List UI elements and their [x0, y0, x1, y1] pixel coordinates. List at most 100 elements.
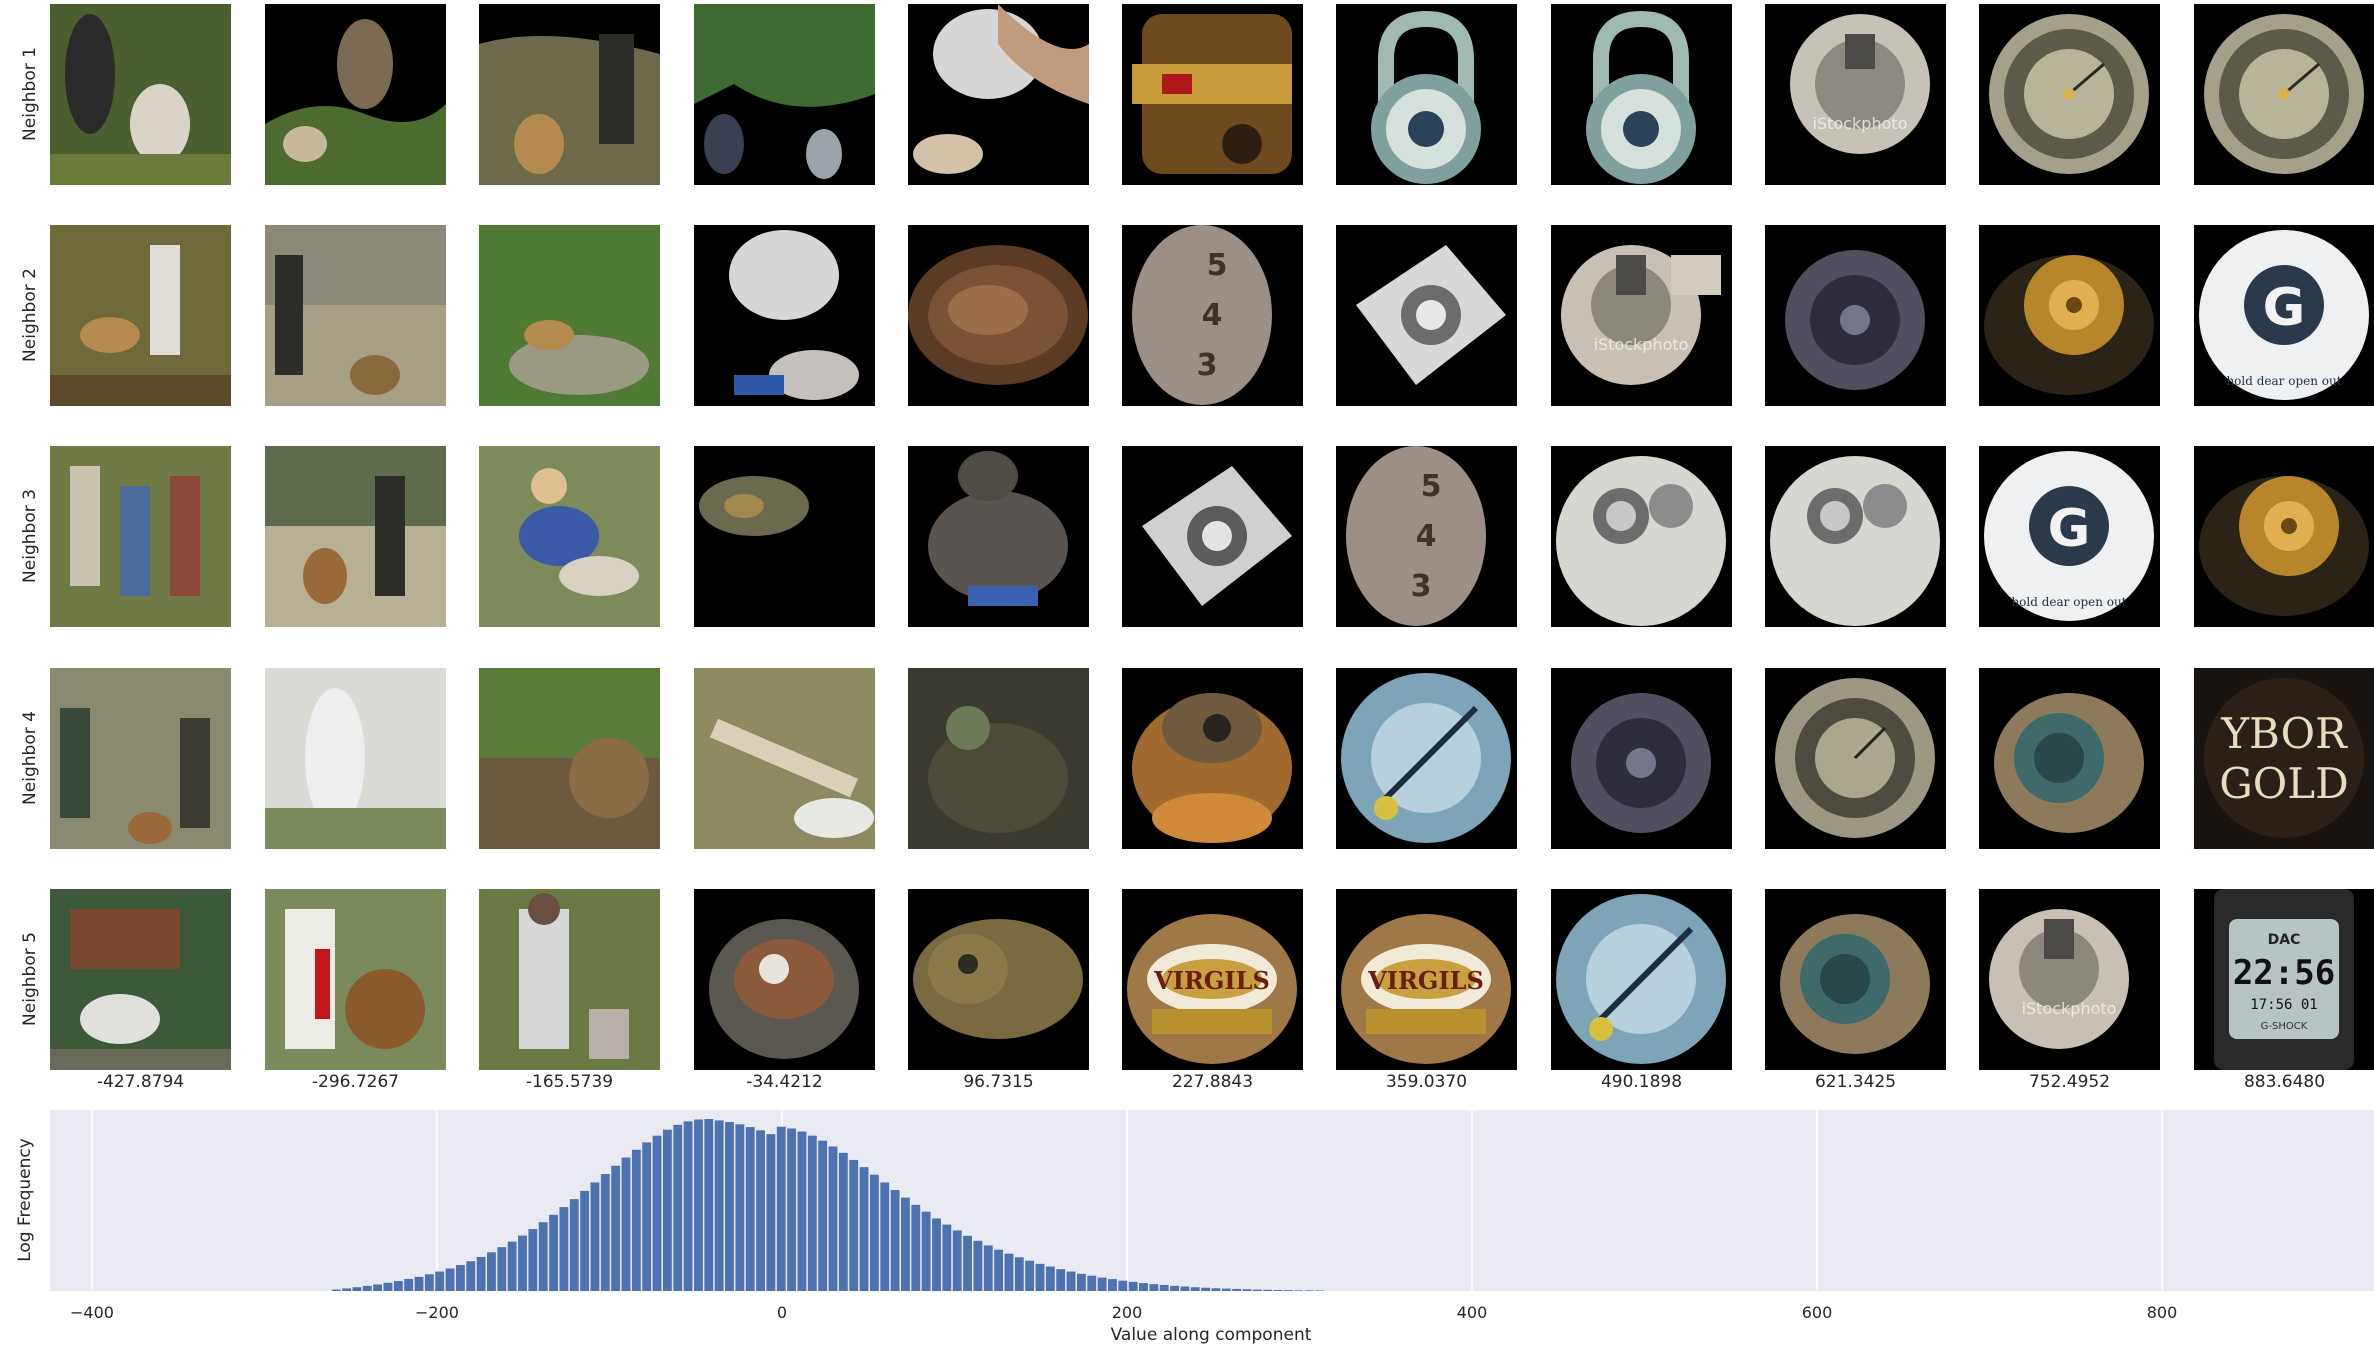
histogram-bar	[414, 1276, 424, 1291]
neighbor-image-tile: DAC 22:56 17:56 01 G-SHOCK	[2194, 889, 2374, 1070]
watch-time-text: 22:56	[2233, 953, 2335, 993]
histogram-bar	[963, 1235, 972, 1291]
tile-image	[1780, 914, 1930, 1054]
histogram-bar	[735, 1124, 745, 1291]
histogram-bar	[383, 1282, 393, 1291]
tile-image	[265, 446, 446, 627]
tile-image	[479, 34, 660, 185]
histogram-bar	[994, 1249, 1004, 1291]
histogram-bar	[1139, 1283, 1148, 1291]
histogram-bar	[1221, 1288, 1231, 1291]
histogram-bar	[1263, 1289, 1273, 1291]
neighbor-image-tile	[694, 446, 875, 627]
tile-image	[729, 230, 859, 400]
histogram-bar	[880, 1182, 890, 1291]
neighbor-image-tile	[908, 889, 1089, 1070]
neighbor-image-tile: 5 4 3	[1336, 446, 1517, 627]
dial-digit: 3	[1197, 348, 1218, 383]
histogram-bar	[745, 1127, 755, 1291]
tile-image	[479, 225, 660, 406]
histogram-bar	[1035, 1263, 1045, 1291]
neighbor-image-tile	[1122, 4, 1303, 185]
tile-image	[694, 4, 875, 179]
histogram-bar	[1149, 1284, 1159, 1291]
neighbor-image-tile	[265, 668, 446, 849]
histogram-bar	[1294, 1290, 1304, 1291]
neighbor-image-tile	[265, 4, 446, 185]
histogram-bar	[600, 1174, 610, 1291]
virgils-logo-text: VIRGILS	[1367, 966, 1484, 995]
histogram-bar	[1056, 1269, 1066, 1291]
histogram-bar	[1045, 1266, 1055, 1291]
histogram-bar	[362, 1285, 372, 1291]
gold-logo-text: GOLD	[2219, 759, 2349, 808]
column-value-label: -296.7267	[311, 1072, 400, 1092]
histogram-bar	[714, 1120, 724, 1291]
tile-image	[265, 668, 446, 849]
histogram-bar	[1076, 1273, 1086, 1291]
tile-image	[928, 451, 1068, 606]
neighbor-image-tile	[1765, 889, 1946, 1070]
histogram-bar	[518, 1235, 527, 1291]
neighbor-image-tile: iStockphoto	[1979, 889, 2160, 1070]
x-tick-label: −400	[70, 1303, 114, 1322]
histogram-bar	[352, 1287, 362, 1291]
histogram-bar	[476, 1256, 486, 1291]
histogram-bar	[797, 1131, 807, 1291]
tile-image	[694, 668, 875, 849]
column-value-label: 227.8843	[1171, 1072, 1254, 1092]
neighbor-image-tile	[1979, 225, 2160, 406]
row-label: Neighbor 1	[10, 4, 50, 184]
histogram-bar	[497, 1247, 507, 1291]
tile-image	[479, 446, 660, 627]
histogram-bar	[662, 1129, 672, 1291]
histogram-bar	[528, 1229, 538, 1291]
plot-background	[50, 1110, 2374, 1291]
neighbor-image-tile	[50, 446, 231, 627]
neighbor-image-tile	[265, 446, 446, 627]
tile-image: 5 4 3	[1346, 446, 1486, 626]
neighbor-image-tile: VIRGILS	[1336, 889, 1517, 1070]
histogram-bar	[1025, 1260, 1035, 1291]
histogram-bar	[404, 1278, 414, 1291]
histogram-bar	[559, 1207, 569, 1291]
neighbor-image-tile	[50, 4, 231, 185]
neighbor-image-tile	[1551, 668, 1732, 849]
column-value-label: 96.7315	[963, 1072, 1034, 1092]
tile-image	[1770, 456, 1940, 626]
histogram-bar	[1252, 1289, 1262, 1291]
x-axis-label: Value along component	[1111, 1325, 1312, 1345]
tile-image	[479, 668, 660, 849]
neighbor-image-tile	[1979, 4, 2160, 185]
watermark-text: iStockphoto	[1813, 114, 1908, 133]
histogram-bar	[725, 1122, 734, 1291]
neighbor-image-tile	[1765, 668, 1946, 849]
tile-image	[2204, 14, 2364, 174]
tile-image: iStockphoto	[1989, 909, 2129, 1049]
tile-image	[479, 889, 660, 1070]
neighbor-image-tile	[479, 889, 660, 1070]
tile-image	[1132, 14, 1292, 174]
tile-image: VIRGILS	[1341, 914, 1511, 1064]
neighbor-image-tile: iStockphoto	[1551, 225, 1732, 406]
histogram-bar	[569, 1199, 579, 1291]
neighbor-image-tile	[694, 4, 875, 185]
histogram-bar	[766, 1134, 776, 1291]
dial-digit: 5	[1207, 248, 1228, 283]
histogram-bar	[331, 1289, 341, 1291]
histogram-bar	[911, 1204, 921, 1291]
histogram-bar	[1128, 1281, 1138, 1291]
histogram-bar	[932, 1218, 941, 1291]
neighbor-image-tile	[1551, 4, 1732, 185]
neighbor-image-tile	[1336, 4, 1517, 185]
histogram-bar	[704, 1119, 714, 1291]
histogram-bar	[1211, 1288, 1221, 1291]
tile-image	[1556, 894, 1726, 1064]
tile-image	[1556, 456, 1726, 626]
tile-image	[913, 919, 1083, 1039]
histogram-bar	[1304, 1290, 1314, 1291]
column-value-label: 621.3425	[1814, 1072, 1897, 1092]
histogram-bar	[694, 1119, 703, 1291]
